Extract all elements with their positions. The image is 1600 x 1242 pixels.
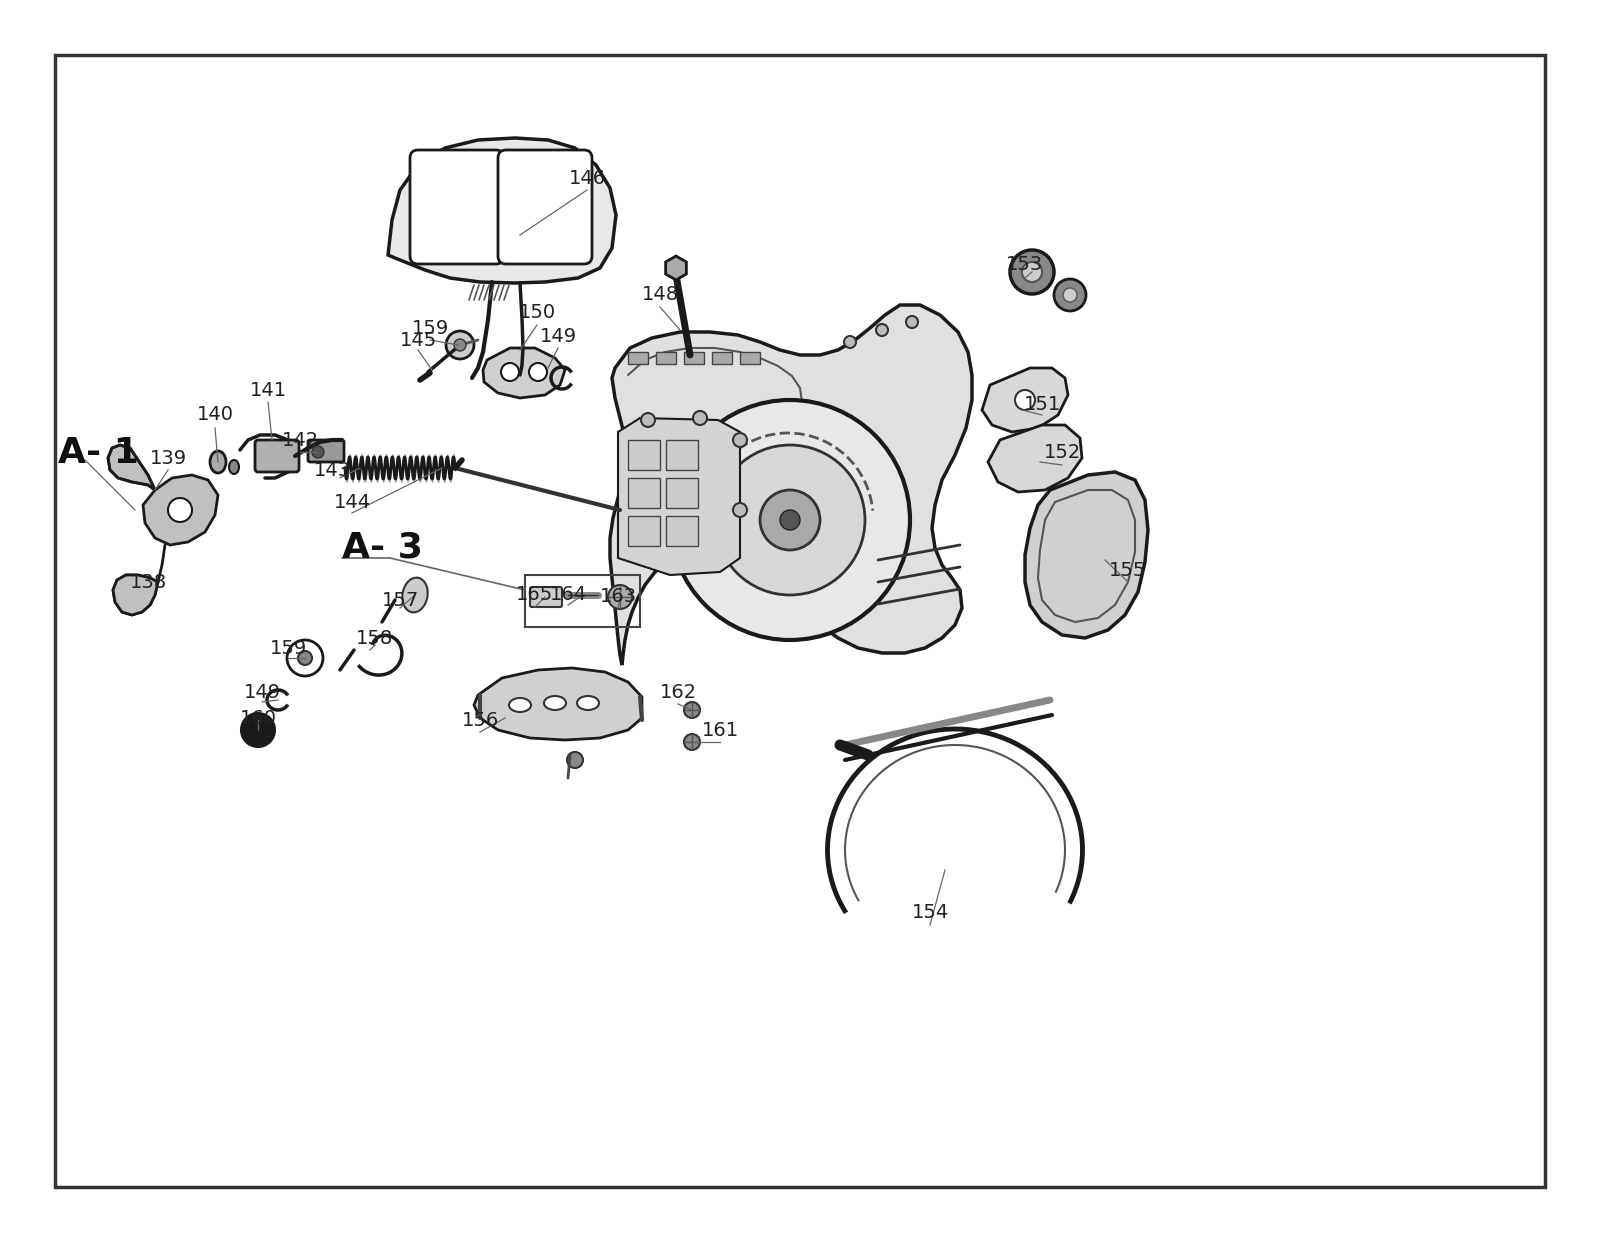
Text: 143: 143 [314,461,350,479]
Circle shape [312,446,323,458]
Polygon shape [483,348,565,397]
Circle shape [286,640,323,676]
Bar [712,351,733,364]
Circle shape [715,445,866,595]
Circle shape [781,510,800,530]
Text: 140: 140 [197,405,234,425]
Circle shape [906,315,918,328]
Text: 159: 159 [269,638,307,657]
FancyBboxPatch shape [307,440,344,462]
Circle shape [1010,250,1054,294]
Text: 163: 163 [600,586,637,606]
Bar [666,440,698,469]
Text: 150: 150 [518,303,555,322]
Text: 145: 145 [400,330,437,349]
Circle shape [242,713,275,746]
Circle shape [168,498,192,522]
Ellipse shape [544,696,566,710]
Text: 156: 156 [461,710,499,729]
Circle shape [1062,288,1077,302]
Bar [627,478,661,508]
Text: 149: 149 [243,683,280,703]
Text: 160: 160 [240,708,277,728]
Circle shape [693,411,707,425]
Bar [739,351,760,364]
Text: 142: 142 [282,431,318,450]
Text: 155: 155 [1109,560,1147,580]
Circle shape [733,503,747,517]
Circle shape [530,363,547,381]
FancyBboxPatch shape [254,440,299,472]
Circle shape [1014,390,1035,410]
FancyBboxPatch shape [530,587,562,607]
Polygon shape [618,419,739,575]
Circle shape [845,337,856,348]
Bar [627,515,661,546]
Polygon shape [610,306,973,664]
Text: 151: 151 [1024,395,1061,415]
Polygon shape [114,575,158,615]
Ellipse shape [509,698,531,712]
Circle shape [877,324,888,337]
Text: 165: 165 [517,585,554,605]
Bar [666,515,698,546]
Bar [525,575,640,627]
Ellipse shape [578,696,598,710]
Ellipse shape [229,460,238,474]
Polygon shape [1026,472,1149,638]
Ellipse shape [210,451,226,473]
Bar [685,351,704,364]
Text: 144: 144 [333,493,371,513]
Circle shape [642,414,654,427]
Bar [666,478,698,508]
Text: 162: 162 [659,683,696,702]
Text: 161: 161 [701,720,739,739]
Circle shape [501,363,518,381]
FancyBboxPatch shape [498,150,592,265]
Circle shape [760,491,819,550]
Polygon shape [142,474,218,545]
Circle shape [1054,279,1086,310]
Text: A- 1: A- 1 [58,436,139,469]
Text: 157: 157 [381,590,419,610]
Text: 148: 148 [642,286,678,304]
Text: 159: 159 [411,318,448,338]
Text: 139: 139 [149,448,187,467]
Bar [656,351,675,364]
Circle shape [1022,262,1042,282]
Text: 164: 164 [549,585,587,605]
Polygon shape [989,425,1082,492]
Text: A- 3: A- 3 [342,532,422,565]
Circle shape [566,751,582,768]
Text: 149: 149 [539,327,576,345]
Circle shape [733,433,747,447]
Circle shape [608,585,632,609]
Polygon shape [982,368,1069,432]
Circle shape [446,332,474,359]
Text: 141: 141 [250,380,286,400]
Ellipse shape [402,578,427,612]
Text: 154: 154 [912,903,949,922]
Bar [627,351,648,364]
Polygon shape [474,668,642,740]
Polygon shape [387,138,616,283]
Circle shape [298,651,312,664]
Text: 138: 138 [130,574,166,592]
Circle shape [685,702,701,718]
Bar [627,440,661,469]
Text: 146: 146 [568,169,605,188]
Polygon shape [109,445,155,491]
Text: 152: 152 [1043,443,1080,462]
FancyBboxPatch shape [410,150,504,265]
Text: 153: 153 [1006,256,1043,274]
Circle shape [670,400,910,640]
Circle shape [454,339,466,351]
Text: 158: 158 [357,628,394,647]
Circle shape [685,734,701,750]
